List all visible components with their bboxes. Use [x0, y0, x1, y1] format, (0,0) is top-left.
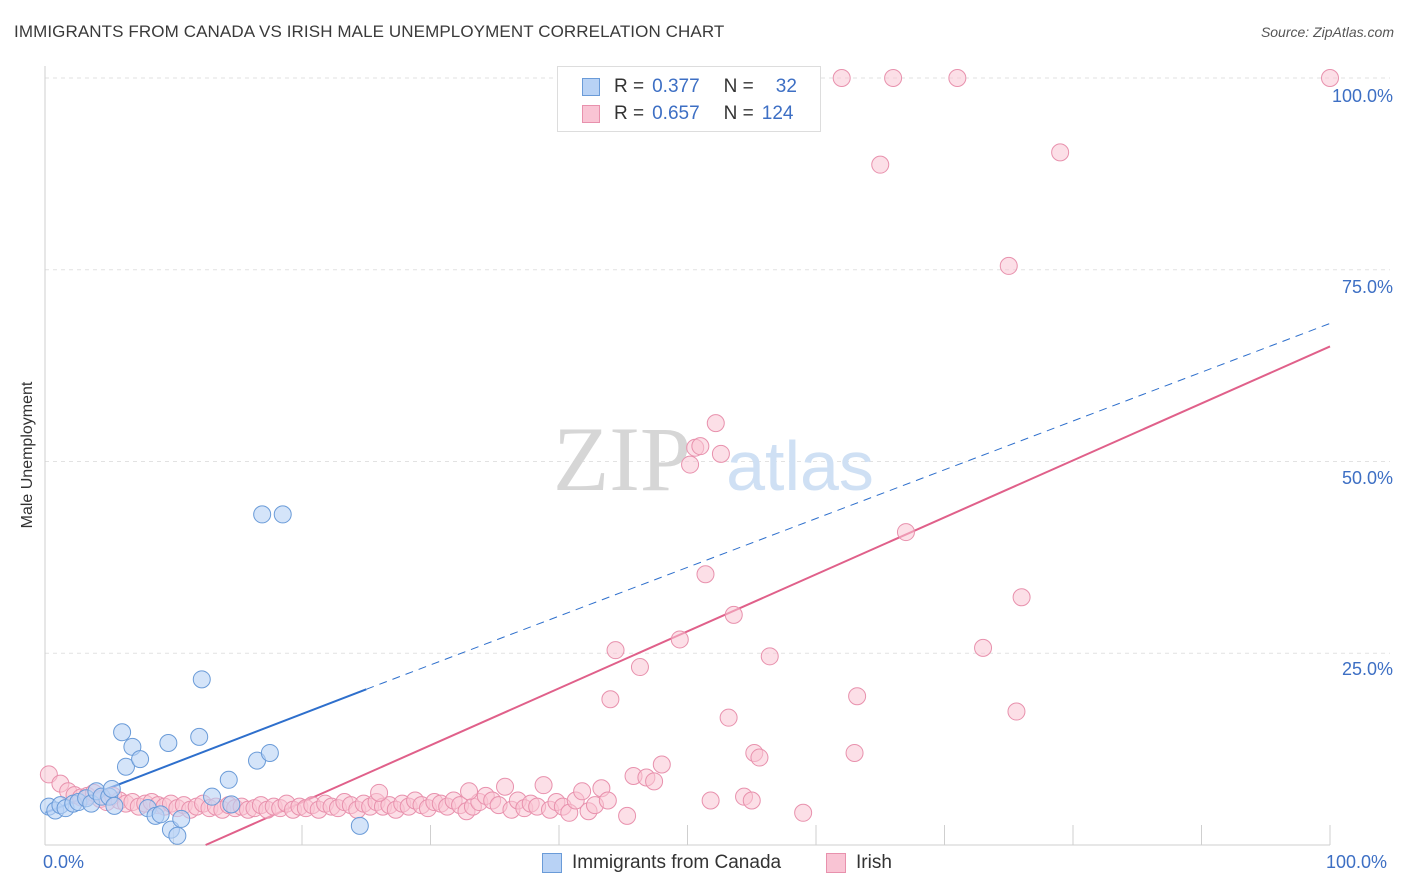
- irish-point: [645, 772, 664, 791]
- irish-point: [896, 523, 915, 542]
- irish-point: [652, 755, 671, 774]
- irish-point: [460, 782, 479, 801]
- legend-row-irish: R = 0.657 N = 124: [582, 103, 793, 125]
- r-label: R =: [614, 76, 645, 97]
- irish-point: [706, 414, 725, 433]
- watermark: ZIP atlas: [553, 408, 874, 510]
- irish-point: [691, 437, 710, 456]
- source-label: Source: ZipAtlas.com: [1260, 24, 1394, 40]
- irish-point: [719, 708, 738, 727]
- irish-point: [1007, 702, 1026, 721]
- irish-point: [974, 638, 993, 657]
- irish-point: [1051, 143, 1070, 162]
- chart-title: IMMIGRANTS FROM CANADA VS IRISH MALE UNE…: [14, 22, 725, 41]
- irish-point: [999, 256, 1018, 275]
- irish-trend-line: [205, 345, 1331, 846]
- canada-point: [219, 770, 238, 789]
- y-tick-75: 75.0%: [1341, 277, 1393, 297]
- x-tick-max: 100.0%: [1326, 852, 1388, 872]
- irish-point: [1321, 69, 1339, 87]
- canada-point: [105, 796, 124, 815]
- irish-point: [760, 647, 779, 666]
- irish-point: [845, 743, 864, 762]
- canada-point: [168, 826, 187, 845]
- canada-point: [159, 733, 178, 752]
- canada-swatch: [582, 78, 600, 96]
- legend-item-canada[interactable]: Immigrants from Canada: [542, 852, 781, 874]
- irish-point: [670, 630, 689, 649]
- irish-point: [701, 791, 720, 810]
- canada-trend-extension: [366, 322, 1331, 690]
- irish-point: [573, 782, 592, 801]
- canada-point: [113, 723, 132, 742]
- canada-r-value: 0.377: [652, 76, 700, 97]
- grid-lines: [45, 77, 1390, 654]
- n-label: N =: [723, 103, 754, 124]
- irish-r-value: 0.657: [652, 103, 700, 124]
- irish-point: [496, 777, 515, 796]
- irish-point: [711, 444, 730, 463]
- canada-legend-label: Immigrants from Canada: [572, 852, 782, 873]
- irish-points: [39, 69, 1339, 825]
- stats-legend: R = 0.377 N = 32 R = 0.657 N = 124: [557, 66, 821, 132]
- legend-row-canada: R = 0.377 N = 32: [582, 76, 797, 98]
- watermark-zip: ZIP: [553, 408, 691, 510]
- irish-point: [871, 155, 890, 174]
- irish-point: [948, 69, 967, 87]
- irish-swatch: [582, 105, 600, 123]
- y-tick-50: 50.0%: [1341, 468, 1393, 488]
- n-label: N =: [723, 76, 754, 97]
- legend-item-irish[interactable]: Irish: [826, 852, 892, 874]
- canada-point: [192, 670, 211, 689]
- canada-point: [222, 795, 241, 814]
- canada-n-value: 32: [775, 76, 797, 97]
- canada-points: [39, 505, 369, 845]
- r-label: R =: [614, 103, 645, 124]
- canada-point: [116, 757, 135, 776]
- irish-point: [606, 641, 625, 660]
- canada-point: [172, 809, 191, 828]
- irish-point: [618, 806, 637, 825]
- irish-point: [534, 776, 553, 795]
- y-tick-25: 25.0%: [1341, 659, 1393, 679]
- canada-point: [131, 750, 150, 769]
- trend-lines: [44, 322, 1331, 846]
- canada-point: [190, 727, 209, 746]
- canada-point: [260, 743, 279, 762]
- canada-point: [203, 787, 222, 806]
- irish-point: [1012, 588, 1031, 607]
- irish-point: [681, 455, 700, 474]
- irish-point: [742, 791, 761, 810]
- irish-n-value: 124: [761, 103, 794, 124]
- y-tick-100: 100.0%: [1331, 86, 1393, 106]
- irish-legend-label: Irish: [856, 852, 892, 873]
- irish-point: [794, 803, 813, 822]
- canada-point: [350, 816, 369, 835]
- x-tick-min: 0.0%: [43, 852, 85, 872]
- irish-point: [724, 605, 743, 624]
- watermark-atlas: atlas: [726, 427, 874, 505]
- irish-point: [884, 69, 903, 87]
- series-legend: Immigrants from Canada Irish: [0, 852, 1406, 876]
- canada-point: [253, 505, 272, 524]
- irish-point: [598, 791, 617, 810]
- irish-point: [601, 690, 620, 709]
- irish-point: [630, 658, 649, 677]
- irish-legend-swatch: [826, 853, 846, 873]
- irish-point: [848, 687, 867, 706]
- canada-point: [151, 805, 170, 824]
- irish-point: [696, 565, 715, 584]
- irish-point: [750, 748, 769, 767]
- irish-point: [370, 783, 389, 802]
- canada-point: [102, 780, 121, 799]
- irish-point: [832, 69, 851, 87]
- canada-legend-swatch: [542, 853, 562, 873]
- canada-point: [273, 505, 292, 524]
